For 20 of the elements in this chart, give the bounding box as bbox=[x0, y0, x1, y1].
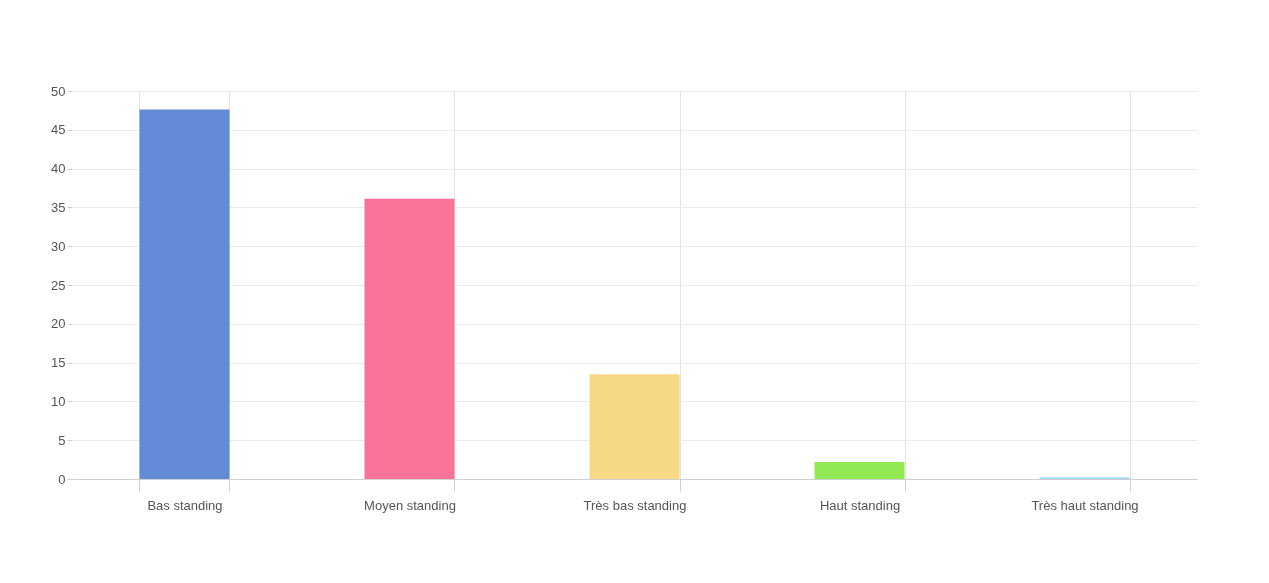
y-tick-label: 30 bbox=[51, 238, 66, 254]
y-tick-label: 0 bbox=[58, 471, 66, 487]
y-tick-label: 25 bbox=[51, 277, 66, 293]
bar bbox=[139, 109, 230, 479]
bar bbox=[589, 374, 680, 479]
x-tick-label: Très haut standing bbox=[1031, 497, 1139, 513]
y-tick-label: 5 bbox=[58, 432, 66, 448]
y-tick-label: 15 bbox=[51, 355, 66, 371]
x-tick-label: Bas standing bbox=[147, 497, 223, 513]
y-tick-label: 20 bbox=[51, 316, 66, 332]
x-tick-label: Moyen standing bbox=[364, 497, 456, 513]
x-tick-label: Très bas standing bbox=[583, 497, 687, 513]
y-tick-label: 40 bbox=[51, 161, 66, 177]
y-tick-label: 35 bbox=[51, 199, 66, 215]
bar bbox=[364, 198, 455, 479]
y-tick-label: 10 bbox=[51, 393, 66, 409]
y-tick-label: 50 bbox=[51, 83, 66, 99]
y-tick-label: 45 bbox=[51, 122, 66, 138]
x-tick-label: Haut standing bbox=[819, 497, 901, 513]
bar bbox=[814, 461, 905, 479]
